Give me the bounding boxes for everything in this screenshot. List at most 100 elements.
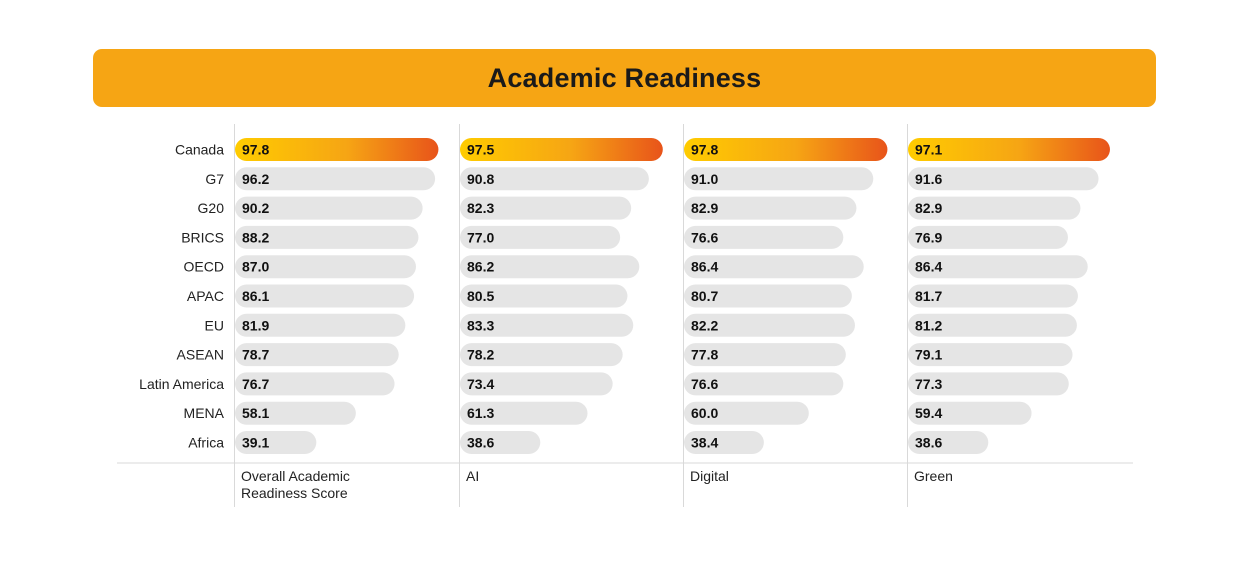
bar <box>235 255 416 279</box>
bar <box>235 313 406 337</box>
bar <box>908 343 1073 367</box>
row-labels: Canada G7 G20 BRICS OECD APAC EU ASEAN Latin Ame… <box>139 142 224 451</box>
data-label: 82.2 <box>691 317 718 333</box>
data-label: 97.8 <box>691 142 718 158</box>
bar <box>460 431 541 454</box>
data-label: 73.4 <box>467 376 494 392</box>
series-label: AI <box>466 468 479 484</box>
data-label: 86.1 <box>242 288 269 304</box>
data-label: 60.0 <box>691 405 718 421</box>
bar <box>235 167 436 191</box>
category-label: G7 <box>205 171 224 187</box>
series-label: Readiness Score <box>241 485 348 501</box>
bar <box>684 313 855 337</box>
bar <box>460 313 634 337</box>
bar <box>908 167 1099 191</box>
data-label: 78.7 <box>242 347 269 363</box>
bar <box>684 167 874 191</box>
data-label: 82.9 <box>691 200 718 216</box>
bar <box>235 343 399 367</box>
data-label: 76.6 <box>691 376 718 392</box>
data-label: 58.1 <box>242 405 269 421</box>
bar <box>460 401 588 425</box>
bar <box>460 255 640 279</box>
bar <box>460 138 663 161</box>
bar <box>235 372 395 396</box>
bar <box>684 138 888 161</box>
data-label: 82.9 <box>915 200 942 216</box>
bar <box>908 284 1078 308</box>
category-label: Canada <box>175 142 224 158</box>
bar <box>908 225 1068 249</box>
bar <box>460 343 623 367</box>
category-label: G20 <box>198 200 225 216</box>
bar <box>684 225 844 249</box>
data-label: 79.1 <box>915 347 942 363</box>
bar <box>908 196 1081 220</box>
bar <box>235 431 317 454</box>
bar <box>235 401 356 425</box>
bar <box>908 138 1110 161</box>
chart-title: Academic Readiness <box>487 62 762 93</box>
bar <box>460 372 613 396</box>
bar <box>684 255 864 279</box>
title-banner: Academic Readiness <box>93 49 1156 107</box>
data-label: 90.2 <box>242 200 269 216</box>
data-label: 86.2 <box>467 259 494 275</box>
category-label: BRICS <box>181 229 224 245</box>
bar <box>235 225 419 249</box>
data-label: 86.4 <box>915 259 942 275</box>
data-label: 86.4 <box>691 259 718 275</box>
category-label: Africa <box>188 435 224 451</box>
bar <box>460 196 632 220</box>
series-label: Overall Academic <box>241 468 350 484</box>
bar <box>684 372 844 396</box>
data-label: 91.0 <box>691 171 718 187</box>
bar <box>684 196 857 220</box>
data-label: 38.6 <box>467 435 494 451</box>
data-label: 77.3 <box>915 376 942 392</box>
data-label: 76.9 <box>915 229 942 245</box>
bar <box>684 284 852 308</box>
data-label: 59.4 <box>915 405 942 421</box>
category-label: ASEAN <box>177 347 224 363</box>
data-label: 91.6 <box>915 171 942 187</box>
data-label: 76.6 <box>691 229 718 245</box>
data-label: 97.8 <box>242 142 269 158</box>
data-label: 81.7 <box>915 288 942 304</box>
data-label: 90.8 <box>467 171 494 187</box>
bar <box>235 196 423 220</box>
bar <box>684 431 764 454</box>
data-label: 97.1 <box>915 142 942 158</box>
data-label: 81.2 <box>915 317 942 333</box>
bar <box>908 255 1088 279</box>
bar <box>235 138 439 161</box>
data-label: 38.6 <box>915 435 942 451</box>
data-label: 77.8 <box>691 347 718 363</box>
data-label: 80.7 <box>691 288 718 304</box>
category-label: OECD <box>184 259 224 275</box>
data-label: 88.2 <box>242 229 269 245</box>
bar <box>460 167 649 191</box>
data-label: 76.7 <box>242 376 269 392</box>
data-label: 61.3 <box>467 405 494 421</box>
bar <box>908 401 1032 425</box>
series-label: Green <box>914 468 953 484</box>
bar <box>908 431 989 454</box>
category-label: APAC <box>187 288 224 304</box>
bar <box>460 284 628 308</box>
bar <box>684 401 809 425</box>
data-label: 77.0 <box>467 229 494 245</box>
bars: 97.8 96.2 90.2 88.2 87.0 86.1 81.9 78.7 76.7 58.1… <box>235 138 1110 454</box>
bar <box>460 225 621 249</box>
bar <box>684 343 846 367</box>
data-label: 39.1 <box>242 435 269 451</box>
series-label: Digital <box>690 468 729 484</box>
bar <box>235 284 415 308</box>
data-label: 82.3 <box>467 200 494 216</box>
data-label: 38.4 <box>691 435 718 451</box>
data-label: 80.5 <box>467 288 494 304</box>
data-label: 87.0 <box>242 259 269 275</box>
